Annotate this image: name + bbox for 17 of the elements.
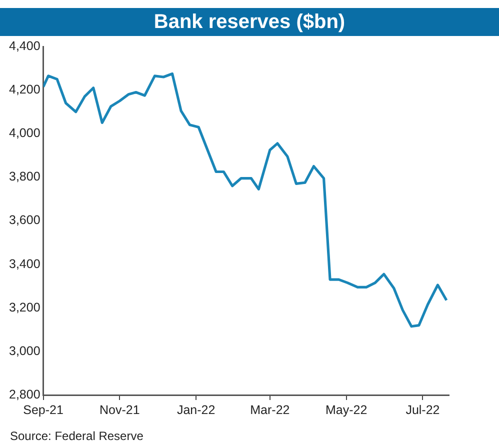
x-tick-label: Sep-21	[23, 402, 64, 417]
x-tick-label: Mar-22	[250, 402, 290, 417]
y-tick-label: 3,400	[9, 256, 40, 271]
chart-title: Bank reserves ($bn)	[0, 8, 499, 36]
y-tick-label: 3,000	[9, 344, 40, 358]
y-tick-label: 4,400	[9, 38, 40, 53]
x-tick-label: Jul-22	[406, 402, 440, 417]
y-tick-label: 3,600	[9, 213, 40, 228]
x-tick-label: May-22	[325, 402, 368, 417]
y-tick-label: 3,200	[9, 300, 40, 314]
y-tick-label: 2,800	[9, 387, 40, 402]
y-tick-label: 4,000	[9, 126, 40, 140]
x-tick-label: Jan-22	[176, 402, 216, 417]
x-tick-label: Nov-21	[100, 402, 140, 417]
source-note: Source: Federal Reserve	[10, 429, 144, 443]
y-tick-label: 4,200	[9, 82, 40, 97]
y-tick-label: 3,800	[9, 170, 40, 184]
